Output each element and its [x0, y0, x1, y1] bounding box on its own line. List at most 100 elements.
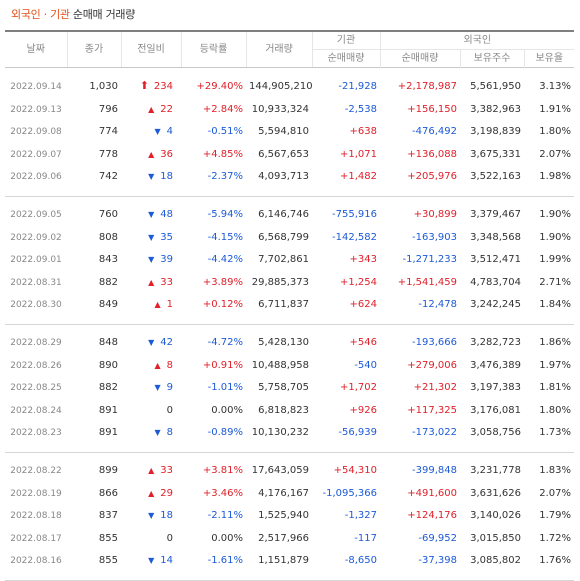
table-row: 2022.09.05 760 ▼ 48 -5.94% 6,146,746 -755,916 +… — [5, 204, 574, 227]
cell-date: 2022.09.14 — [10, 81, 62, 92]
cell-date: 2022.08.26 — [10, 360, 62, 371]
cell-holdings: 3,231,778 — [470, 464, 521, 476]
cell-date: 2022.09.08 — [10, 127, 62, 138]
cell-holdings: 5,561,950 — [470, 80, 521, 92]
cell-ratio: 1.90% — [539, 231, 572, 243]
table-row: 2022.08.29 848 ▼ 42 -4.72% 5,428,130 +546 -193,… — [5, 332, 574, 355]
cell-foreign-net: +21,302 — [413, 382, 457, 394]
change-value: 35 — [160, 231, 173, 243]
change-value: 18 — [160, 171, 173, 183]
cell-holdings: 3,476,389 — [470, 359, 521, 371]
cell-foreign-net: -163,903 — [412, 231, 457, 243]
cell-foreign-net: -399,848 — [412, 464, 457, 476]
cell-date: 2022.08.30 — [10, 300, 62, 311]
cell-close: 742 — [98, 171, 118, 183]
cell-inst-net: +1,071 — [339, 148, 377, 160]
cell-foreign-net: +205,976 — [407, 171, 457, 183]
cell-close: 760 — [98, 208, 118, 220]
cell-foreign-net: -37,398 — [418, 555, 457, 567]
cell-close: 855 — [98, 532, 118, 544]
change-value: 0 — [166, 532, 173, 544]
table-row: 2022.09.06 742 ▼ 18 -2.37% 4,093,713 +1,482 +20… — [5, 166, 574, 189]
cell-holdings: 3,176,081 — [470, 404, 521, 416]
cell-close: 882 — [98, 382, 118, 394]
cell-holdings: 3,675,331 — [470, 148, 521, 160]
down-triangle-icon: ▼ — [148, 209, 155, 219]
down-triangle-icon: ▼ — [148, 337, 155, 347]
down-triangle-icon: ▼ — [148, 511, 155, 521]
table-row: 2022.09.13 796 ▲ 22 +2.84% 10,933,324 -2,538 +1… — [5, 99, 574, 122]
cell-date: 2022.09.02 — [10, 232, 62, 243]
cell-volume: 10,130,232 — [251, 427, 309, 439]
table-row: 2022.08.18 837 ▼ 18 -2.11% 1,525,940 -1,327 +12… — [5, 505, 574, 528]
header-holdings: 보유주수 — [459, 49, 524, 68]
cell-holdings: 3,140,026 — [470, 510, 521, 522]
cell-change: ▼ 18 — [121, 505, 181, 528]
row-gap — [5, 197, 574, 204]
change-value: 1 — [166, 299, 173, 311]
change-value: 0 — [166, 404, 173, 416]
change-value: 33 — [160, 276, 173, 288]
table-row: 2022.08.25 882 ▼ 9 -1.01% 5,758,705 +1,702 +21,… — [5, 377, 574, 400]
cell-volume: 7,702,861 — [258, 254, 309, 266]
cell-inst-net: -117 — [354, 532, 377, 544]
group-divider — [5, 324, 575, 325]
cell-holdings: 3,522,163 — [470, 171, 521, 183]
cell-holdings: 3,282,723 — [470, 336, 521, 348]
cell-ratio: 1.79% — [539, 510, 572, 522]
cell-ratio: 1.86% — [539, 336, 572, 348]
cell-inst-net: -755,916 — [332, 208, 377, 220]
cell-close: 774 — [98, 126, 118, 138]
cell-foreign-net: +491,600 — [407, 487, 457, 499]
cell-inst-net: -1,095,366 — [322, 487, 377, 499]
title-foreign: 외국인 — [11, 8, 41, 21]
cell-foreign-net: +124,176 — [407, 510, 457, 522]
cell-close: 796 — [98, 103, 118, 115]
cell-inst-net: +546 — [349, 336, 377, 348]
cell-change: ▲ 22 — [121, 99, 181, 122]
cell-rate: +3.89% — [202, 276, 243, 288]
cell-change: ▲ 33 — [121, 460, 181, 483]
cell-change: ▼ 8 — [121, 422, 181, 445]
cell-rate: -0.51% — [207, 126, 243, 138]
up-triangle-icon: ▲ — [154, 360, 161, 370]
table-row: 2022.08.16 855 ▼ 14 -1.61% 1,151,879 -8,650 -37… — [5, 550, 574, 573]
table-row: 2022.08.26 890 ▲ 8 +0.91% 10,488,958 -540 +279,… — [5, 355, 574, 378]
change-value: 4 — [166, 126, 173, 138]
cell-close: 837 — [98, 510, 118, 522]
cell-volume: 6,146,746 — [258, 208, 309, 220]
cell-date: 2022.08.24 — [10, 405, 62, 416]
cell-rate: -4.72% — [207, 336, 243, 348]
table-body: 2022.09.14 1,030 ⬆ 234 +29.40% 144,905,210 -21… — [5, 68, 575, 581]
cell-change: 0 — [121, 528, 181, 551]
down-triangle-icon: ▼ — [148, 556, 155, 566]
cell-volume: 6,818,823 — [258, 404, 309, 416]
cell-close: 843 — [98, 254, 118, 266]
cell-ratio: 1.76% — [539, 555, 572, 567]
cell-inst-net: +624 — [349, 299, 377, 311]
cell-rate: -4.15% — [207, 231, 243, 243]
cell-holdings: 3,631,626 — [470, 487, 521, 499]
investor-trading-panel: 외국인 · 기관 순매매 거래량 날짜 종가 전일비 등락률 거래량 기관 외국… — [5, 6, 575, 581]
cell-inst-net: -21,928 — [338, 80, 377, 92]
cell-holdings: 3,382,963 — [470, 103, 521, 115]
cell-rate: +3.81% — [202, 464, 243, 476]
cell-date: 2022.09.01 — [10, 255, 62, 266]
cell-holdings: 3,085,802 — [470, 555, 521, 567]
cell-date: 2022.08.17 — [10, 533, 62, 544]
cell-inst-net: -142,582 — [332, 231, 377, 243]
cell-rate: -0.89% — [207, 427, 243, 439]
change-value: 8 — [166, 427, 173, 439]
cell-close: 866 — [98, 487, 118, 499]
cell-inst-net: +343 — [349, 254, 377, 266]
panel-title: 외국인 · 기관 순매매 거래량 — [11, 6, 135, 24]
header-volume: 거래량 — [245, 31, 312, 68]
cell-foreign-net: +30,899 — [413, 208, 457, 220]
group-divider — [5, 452, 575, 453]
cell-change: ▲ 1 — [121, 294, 181, 317]
cell-ratio: 1.91% — [539, 103, 572, 115]
change-value: 234 — [153, 81, 173, 92]
down-triangle-icon: ▼ — [148, 172, 155, 182]
cell-ratio: 1.97% — [539, 359, 572, 371]
cell-foreign-net: -1,271,233 — [402, 254, 457, 266]
